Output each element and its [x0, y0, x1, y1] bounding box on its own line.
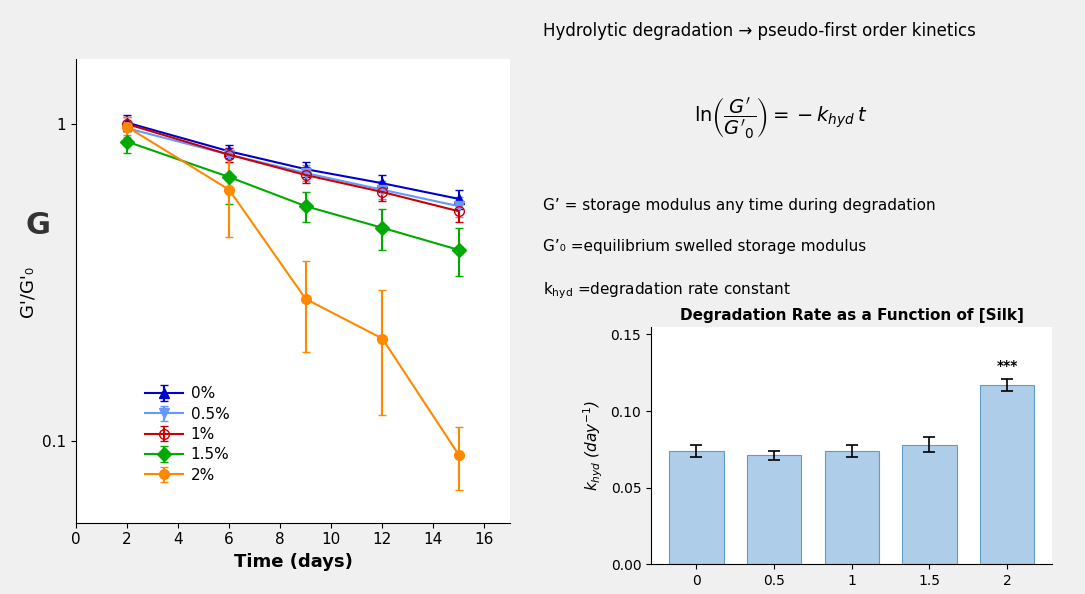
- Title: Degradation Rate as a Function of [Silk]: Degradation Rate as a Function of [Silk]: [680, 308, 1023, 323]
- Text: Hydrolytic degradation → pseudo-first order kinetics: Hydrolytic degradation → pseudo-first or…: [542, 22, 975, 40]
- Bar: [746, 456, 801, 564]
- Bar: [825, 451, 879, 564]
- Y-axis label: $k_{hyd}$ (day$^{-1}$): $k_{hyd}$ (day$^{-1}$): [582, 400, 605, 491]
- Bar: [980, 385, 1034, 564]
- Y-axis label: G'/G'₀: G'/G'₀: [18, 266, 37, 317]
- Bar: [903, 445, 957, 564]
- Text: ***: ***: [996, 359, 1018, 372]
- Text: $\ln\!\left(\dfrac{G'}{G'_0}\right) = -k_{hyd}\,t$: $\ln\!\left(\dfrac{G'}{G'_0}\right) = -k…: [694, 94, 867, 140]
- X-axis label: Time (days): Time (days): [233, 553, 353, 571]
- Bar: [669, 451, 724, 564]
- Text: G: G: [25, 211, 51, 240]
- Text: G’ = storage modulus any time during degradation: G’ = storage modulus any time during deg…: [542, 198, 935, 213]
- Legend: 0%, 0.5%, 1%, 1.5%, 2%: 0%, 0.5%, 1%, 1.5%, 2%: [136, 377, 239, 492]
- Text: k$_{\mathrm{hyd}}$ =degradation rate constant: k$_{\mathrm{hyd}}$ =degradation rate con…: [542, 280, 791, 301]
- Text: G’₀ =equilibrium swelled storage modulus: G’₀ =equilibrium swelled storage modulus: [542, 239, 866, 254]
